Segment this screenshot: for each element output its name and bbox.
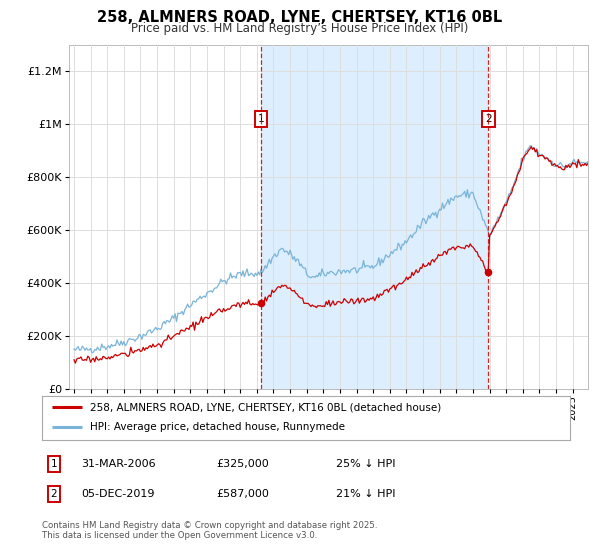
Text: 1: 1 [50,459,58,469]
Text: This data is licensed under the Open Government Licence v3.0.: This data is licensed under the Open Gov… [42,531,317,540]
Text: 258, ALMNERS ROAD, LYNE, CHERTSEY, KT16 0BL (detached house): 258, ALMNERS ROAD, LYNE, CHERTSEY, KT16 … [89,402,441,412]
Text: 21% ↓ HPI: 21% ↓ HPI [336,489,395,499]
Text: 1: 1 [257,114,265,124]
Text: 31-MAR-2006: 31-MAR-2006 [81,459,155,469]
Text: 258, ALMNERS ROAD, LYNE, CHERTSEY, KT16 0BL: 258, ALMNERS ROAD, LYNE, CHERTSEY, KT16 … [97,10,503,25]
Text: £587,000: £587,000 [216,489,269,499]
Text: 2: 2 [50,489,58,499]
Text: Price paid vs. HM Land Registry’s House Price Index (HPI): Price paid vs. HM Land Registry’s House … [131,22,469,35]
Text: HPI: Average price, detached house, Runnymede: HPI: Average price, detached house, Runn… [89,422,344,432]
Text: 25% ↓ HPI: 25% ↓ HPI [336,459,395,469]
Text: Contains HM Land Registry data © Crown copyright and database right 2025.: Contains HM Land Registry data © Crown c… [42,521,377,530]
Text: 05-DEC-2019: 05-DEC-2019 [81,489,155,499]
Bar [261,45,488,389]
Text: 2: 2 [485,114,491,124]
Text: £325,000: £325,000 [216,459,269,469]
